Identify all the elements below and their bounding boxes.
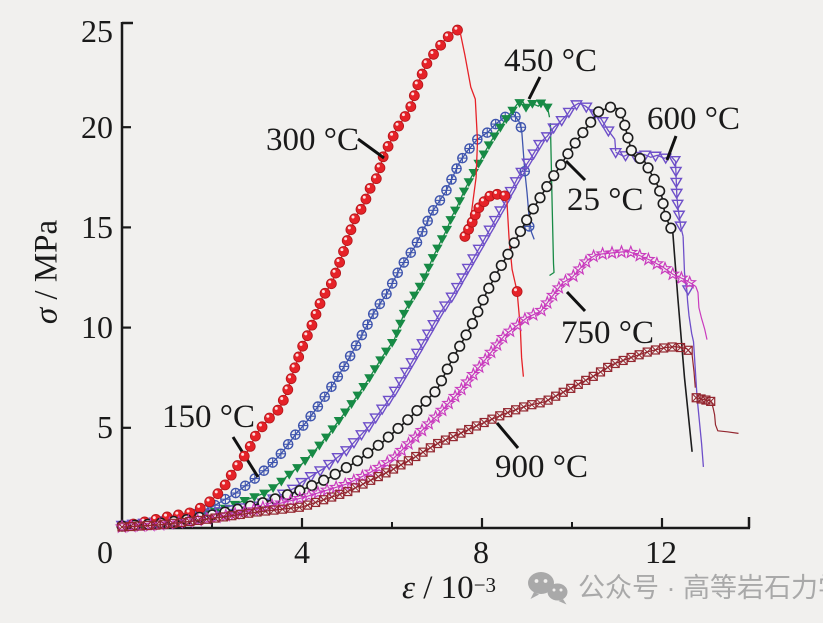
x-tick-label-12: 12 [645, 534, 677, 570]
label-pointer-25c [564, 159, 587, 182]
y-axis-units: / MPa [28, 219, 65, 308]
y-tick-label-20: 20 [81, 109, 113, 145]
curve-label-600c: 600 °C [647, 101, 740, 137]
curve-label-750c: 750 °C [561, 315, 654, 351]
curve-label-900c: 900 °C [495, 449, 588, 485]
label-pointer-450c [527, 76, 542, 100]
y-tick-label-10: 10 [81, 309, 113, 345]
series-750c [114, 244, 708, 534]
label-pointer-300c [357, 137, 385, 160]
label-pointer-900c [495, 422, 520, 449]
x-axis-title: ε / 10−3 [402, 572, 496, 605]
watermark: 公众号 · 高等岩石力学 [527, 571, 823, 605]
y-tick-label-15: 15 [81, 209, 113, 245]
curve-label-150c: 150 °C [162, 399, 255, 435]
wechat-icon [528, 572, 568, 605]
y-tick-label-25: 25 [81, 13, 113, 49]
series-450c [116, 76, 555, 533]
x-axis-exponent: −3 [473, 573, 497, 597]
label-pointer-600c [665, 135, 678, 161]
curve-label-25c: 25 °C [567, 182, 644, 218]
y-tick-label-5: 5 [97, 409, 113, 445]
series-300c [116, 24, 525, 532]
x-tick-label-4: 4 [294, 534, 310, 570]
axes [120, 21, 751, 530]
y-axis-title: σ / MPa [28, 219, 65, 325]
sigma-symbol: σ [28, 307, 65, 325]
series-900c [117, 342, 739, 532]
curve-label-300c: 300 °C [266, 122, 359, 158]
label-pointer-750c [565, 290, 587, 313]
epsilon-symbol: ε [402, 570, 416, 606]
x-axis-units: / 10 [415, 570, 474, 606]
curve-label-450c: 450 °C [504, 43, 597, 79]
x-tick-label-0: 0 [97, 534, 113, 570]
x-tick-label-8: 8 [473, 534, 489, 570]
watermark-text: 公众号 · 高等岩石力学 [578, 572, 823, 603]
